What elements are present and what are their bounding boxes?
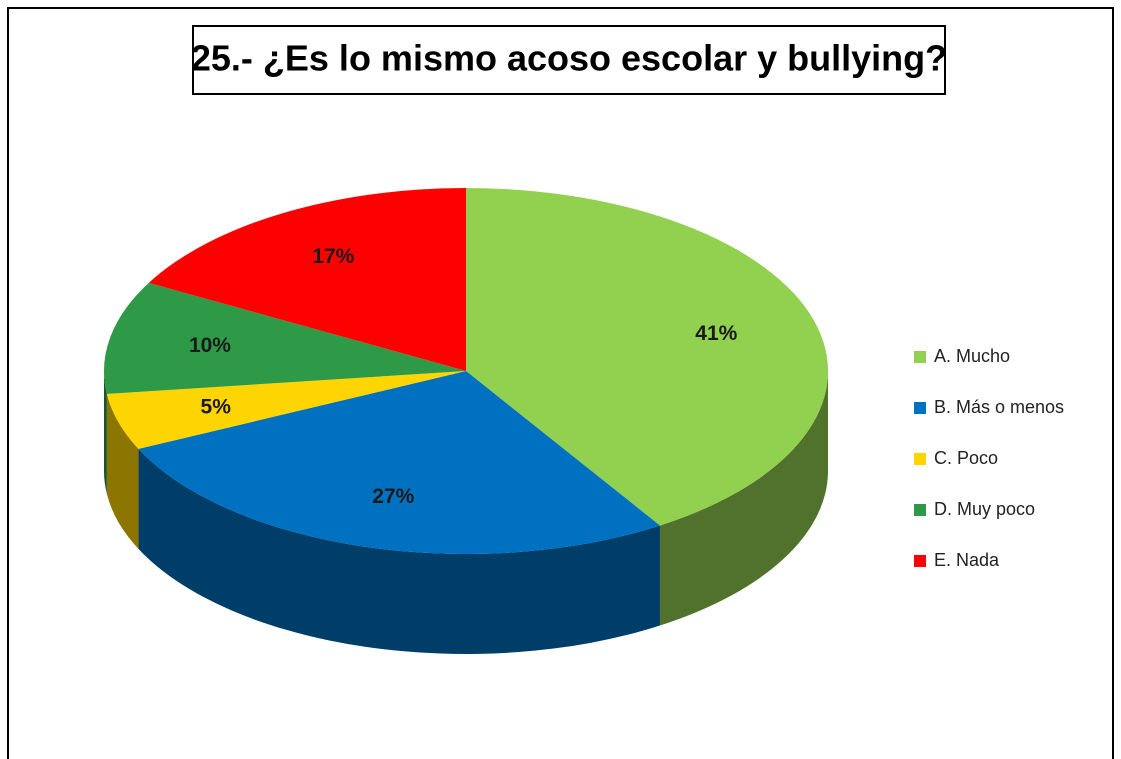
slice-side	[138, 448, 660, 654]
chart-title: 25.- ¿Es lo mismo acoso escolar y bullyi…	[191, 38, 947, 79]
slice-side	[104, 371, 107, 494]
slice	[104, 282, 466, 394]
legend-label: E. Nada	[934, 550, 1000, 570]
legend-label: B. Más o menos	[934, 397, 1064, 417]
legend-label: A. Mucho	[934, 346, 1010, 366]
slice	[148, 188, 466, 371]
data-label: 17%	[312, 245, 354, 268]
data-label: 5%	[201, 395, 232, 418]
slice-side	[659, 371, 828, 626]
slice-side	[106, 393, 139, 549]
slice	[138, 371, 660, 554]
legend-label: D. Muy poco	[934, 499, 1035, 519]
slice	[106, 371, 466, 449]
legend-label: C. Poco	[934, 448, 998, 468]
legend-swatch	[914, 555, 926, 567]
title-box	[192, 25, 946, 95]
legend-swatch	[914, 453, 926, 465]
legend-swatch	[914, 351, 926, 363]
legend-swatch	[914, 402, 926, 414]
data-label: 41%	[695, 322, 737, 345]
data-label: 27%	[372, 485, 414, 508]
slice	[466, 188, 828, 526]
data-label: 10%	[189, 334, 231, 357]
legend-swatch	[914, 504, 926, 516]
